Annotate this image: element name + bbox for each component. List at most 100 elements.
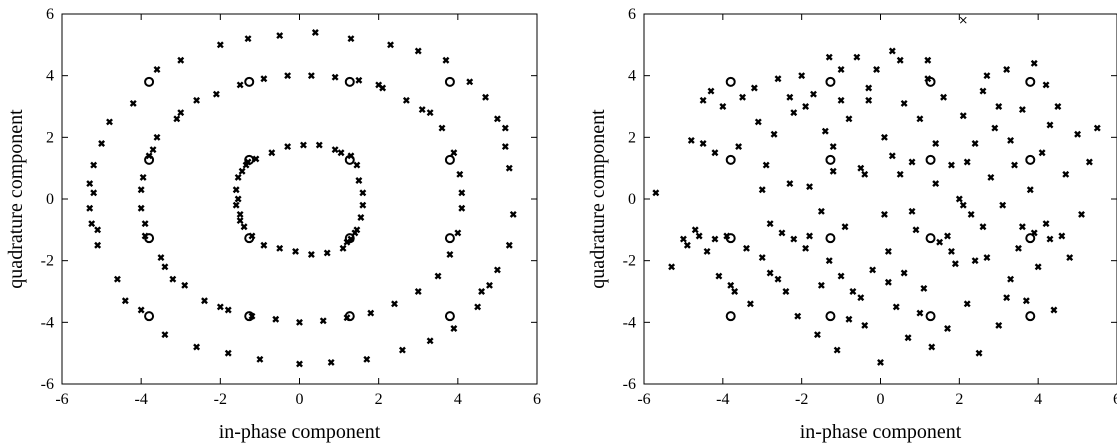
- y-tick-label: -6: [41, 376, 54, 393]
- received-sample-marker: [509, 210, 517, 218]
- received-sample-marker: [880, 210, 888, 218]
- received-sample-marker: [668, 263, 676, 271]
- received-sample-marker: [1034, 263, 1042, 271]
- received-sample-marker: [786, 93, 794, 101]
- received-sample-marker: [224, 306, 232, 314]
- received-sample-marker: [711, 235, 719, 243]
- received-sample-marker: [486, 281, 493, 289]
- series-o: [144, 76, 455, 322]
- received-sample-marker: [932, 180, 940, 188]
- received-sample-marker: [501, 124, 509, 132]
- received-sample-marker: [695, 232, 703, 240]
- received-sample-marker: [347, 152, 355, 160]
- ideal-point-marker: [1025, 311, 1036, 322]
- received-sample-marker: [351, 229, 359, 237]
- y-tick-label: 4: [628, 68, 636, 85]
- received-sample-marker: [1026, 186, 1034, 194]
- ideal-point-marker: [344, 76, 355, 87]
- received-sample-marker: [129, 99, 137, 107]
- received-sample-marker: [442, 56, 450, 64]
- received-sample-marker: [367, 309, 375, 317]
- received-sample-marker: [311, 29, 319, 36]
- received-sample-marker: [137, 204, 145, 212]
- received-sample-marker: [137, 186, 145, 194]
- received-sample-marker: [806, 183, 813, 191]
- received-sample-marker: [1062, 170, 1070, 178]
- received-sample-marker: [466, 78, 474, 86]
- y-tick-label: 6: [46, 6, 54, 23]
- received-sample-marker: [825, 53, 833, 61]
- received-sample-marker: [355, 76, 363, 84]
- received-sample-marker: [493, 266, 501, 274]
- received-sample-marker: [888, 152, 896, 160]
- received-sample-marker: [236, 81, 244, 89]
- received-sample-marker: [482, 93, 489, 101]
- received-sample-marker: [224, 349, 232, 357]
- received-sample-marker: [234, 195, 242, 203]
- received-sample-marker: [157, 254, 165, 262]
- received-sample-marker: [991, 124, 999, 132]
- received-sample-marker: [944, 325, 951, 332]
- x-tick-label: -4: [716, 391, 729, 408]
- received-sample-marker: [193, 96, 201, 104]
- received-sample-marker: [363, 355, 371, 363]
- received-sample-marker: [987, 173, 995, 181]
- received-sample-marker: [853, 53, 861, 61]
- received-sample-marker: [501, 143, 509, 151]
- received-sample-marker: [450, 149, 458, 157]
- received-sample-marker: [979, 223, 987, 231]
- received-sample-marker: [967, 210, 975, 218]
- received-sample-marker: [778, 229, 786, 237]
- received-sample-marker: [216, 41, 224, 49]
- series-x: [652, 47, 1101, 366]
- received-sample-marker: [790, 109, 798, 117]
- received-sample-marker: [177, 56, 185, 64]
- received-sample-marker: [782, 288, 790, 295]
- received-sample-marker: [232, 201, 240, 209]
- received-sample-marker: [829, 167, 837, 175]
- received-sample-marker: [754, 118, 762, 126]
- received-sample-marker: [268, 149, 276, 157]
- x-tick-label: 2: [375, 391, 383, 408]
- received-sample-marker: [248, 312, 256, 320]
- received-sample-marker: [347, 235, 355, 243]
- received-sample-marker: [861, 321, 869, 329]
- received-sample-marker: [900, 269, 908, 277]
- received-sample-marker: [948, 247, 955, 255]
- received-sample-marker: [161, 263, 169, 271]
- received-sample-marker: [359, 189, 367, 197]
- received-sample-marker: [1007, 136, 1015, 144]
- received-sample-marker: [877, 358, 884, 366]
- received-sample-marker: [794, 312, 802, 320]
- plot-frame: [61, 13, 538, 385]
- received-sample-marker: [1030, 59, 1038, 67]
- received-sample-marker: [240, 223, 248, 231]
- received-sample-marker: [683, 241, 691, 249]
- received-sample-marker: [924, 75, 932, 83]
- received-sample-marker: [908, 158, 916, 166]
- received-sample-marker: [983, 72, 991, 80]
- received-sample-marker: [398, 346, 406, 354]
- received-sample-marker: [456, 170, 464, 178]
- ideal-point-marker: [725, 311, 736, 322]
- ideal-point-marker: [725, 154, 736, 165]
- received-sample-marker: [234, 173, 242, 181]
- ideal-point-marker: [925, 233, 936, 244]
- x-tick-label: 4: [1034, 391, 1042, 408]
- received-sample-marker: [884, 278, 892, 286]
- received-sample-marker: [837, 272, 845, 280]
- received-sample-marker: [865, 96, 873, 104]
- x-tick-label: 4: [454, 391, 462, 408]
- received-sample-marker: [703, 247, 711, 255]
- received-sample-marker: [307, 251, 315, 258]
- series-x: [86, 29, 517, 368]
- received-sample-marker: [884, 247, 892, 255]
- ideal-point-marker: [244, 76, 255, 87]
- received-sample-marker: [323, 249, 331, 257]
- received-sample-marker: [920, 284, 928, 292]
- received-sample-marker: [817, 207, 825, 215]
- chart-panel-1: -6 -4 -2 0 2 4 6 -6 -4 -2 0 2 4 6 in-phase component qu…: [5, 6, 541, 443]
- received-sample-marker: [916, 115, 924, 123]
- received-sample-marker: [707, 87, 715, 95]
